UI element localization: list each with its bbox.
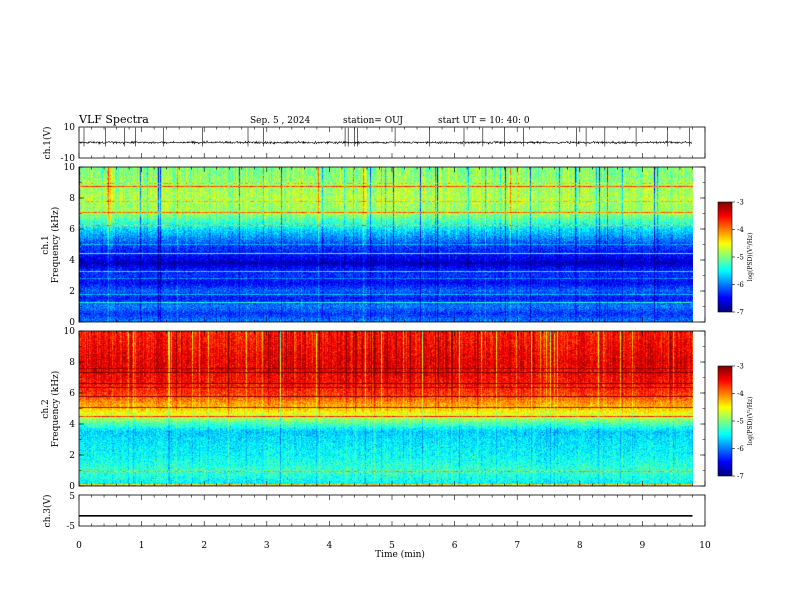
start-time-label: start UT = 10: 40: 0 xyxy=(438,116,530,126)
time-tick-label: 4 xyxy=(327,541,333,551)
frequency-tick-label: 6 xyxy=(69,225,75,235)
ch2-spectrogram-panel: 0 2 4 6 8 10 ch.2 Frequency (kHz) xyxy=(41,327,706,492)
colorbar-tick-label: -3 xyxy=(737,199,744,207)
ch1-colorbar-ticks: -3 -4 -5 -6 -7 xyxy=(732,199,744,317)
station-label: station= OUJ xyxy=(343,116,403,126)
time-tick-label: 10 xyxy=(699,541,711,551)
ch2-colorbar-label: log(PSD)(V²/Hz) xyxy=(747,397,754,446)
colorbar-tick-label: -3 xyxy=(737,363,744,371)
frequency-tick-label: 0 xyxy=(69,482,75,492)
time-tick-label: 2 xyxy=(201,541,207,551)
ch2-colorbar: -3 -4 -5 -6 -7 log(PSD)(V²/Hz) xyxy=(717,363,754,481)
ch3-waveform-frame xyxy=(78,494,706,527)
ch1-colorbar-label: log(PSD)(V²/Hz) xyxy=(747,233,754,282)
colorbar-tick-label: -4 xyxy=(737,226,744,234)
date-label: Sep. 5 , 2024 xyxy=(250,116,310,126)
ch1-spectrogram-channel-label: ch.1 xyxy=(41,235,51,254)
ch2-colorbar-gradient xyxy=(718,366,732,476)
time-axis-tick-labels: 0 1 2 3 4 5 6 7 8 9 10 xyxy=(76,541,711,551)
time-tick-label: 6 xyxy=(452,541,458,551)
colorbar-tick-label: -5 xyxy=(737,418,744,426)
ch1-colorbar-gradient xyxy=(718,202,732,312)
frequency-tick-label: 2 xyxy=(69,287,75,297)
ch1-waveform-panel: 10 -10 ch.1(V) xyxy=(42,123,706,164)
time-tick-label: 3 xyxy=(264,541,270,551)
ch1-spectrogram-image xyxy=(79,167,693,322)
frequency-tick-label: 10 xyxy=(64,163,76,173)
ch1-spectrogram-ticks xyxy=(78,167,706,322)
figure-title: VLF Spectra xyxy=(78,113,149,126)
colorbar-tick-label: -7 xyxy=(737,309,744,317)
ch1-waveform-ylabel: ch.1(V) xyxy=(42,127,53,160)
ch1-ytick-bottom: -10 xyxy=(61,154,76,164)
frequency-tick-label: 4 xyxy=(69,256,75,266)
ch2-spectrogram-ticks xyxy=(78,331,706,486)
ch3-ytick-bottom: -5 xyxy=(66,522,75,532)
frequency-tick-label: 0 xyxy=(69,318,75,328)
ch2-spectrogram-image xyxy=(79,331,693,486)
ch1-waveform-ticks xyxy=(78,127,706,158)
ch1-spectrogram-yticks: 0 2 4 6 8 10 xyxy=(64,163,705,328)
frequency-tick-label: 8 xyxy=(69,194,75,204)
ch1-colorbar: -3 -4 -5 -6 -7 log(PSD)(V²/Hz) xyxy=(717,199,754,317)
colorbar-tick-label: -4 xyxy=(737,390,744,398)
frequency-tick-label: 4 xyxy=(69,420,75,430)
ch3-waveform-ylabel: ch.3(V) xyxy=(42,495,53,528)
frequency-tick-label: 6 xyxy=(69,389,75,399)
ch1-waveform-trace xyxy=(79,127,693,147)
colorbar-tick-label: -6 xyxy=(737,281,744,289)
ch2-spectrogram-yticks: 0 2 4 6 8 10 xyxy=(64,327,705,492)
colorbar-tick-label: -7 xyxy=(737,473,744,481)
frequency-tick-label: 2 xyxy=(69,451,75,461)
ch3-waveform-panel: 5 -5 ch.3(V) xyxy=(42,492,706,532)
ch3-waveform-ticks xyxy=(78,495,706,526)
time-axis-label: Time (min) xyxy=(375,549,425,560)
ch1-spectrogram-ylabel: Frequency (kHz) xyxy=(50,207,61,284)
time-tick-label: 7 xyxy=(514,541,520,551)
ch2-spectrogram-ylabel: Frequency (kHz) xyxy=(50,371,61,448)
frequency-tick-label: 10 xyxy=(64,327,76,337)
time-tick-label: 9 xyxy=(640,541,646,551)
ch2-spectrogram-channel-label: ch.2 xyxy=(41,399,51,418)
ch2-colorbar-ticks: -3 -4 -5 -6 -7 xyxy=(732,363,744,481)
time-tick-label: 0 xyxy=(76,541,82,551)
time-tick-label: 8 xyxy=(577,541,583,551)
ch1-ytick-top: 10 xyxy=(64,123,76,133)
ch1-spectrogram-panel: 0 2 4 6 8 10 ch.1 Frequency (kHz) xyxy=(41,163,706,328)
frequency-tick-label: 8 xyxy=(69,358,75,368)
time-tick-label: 5 xyxy=(389,541,395,551)
colorbar-tick-label: -6 xyxy=(737,445,744,453)
colorbar-tick-label: -5 xyxy=(737,254,744,262)
ch3-ytick-top: 5 xyxy=(69,492,75,502)
time-tick-label: 1 xyxy=(139,541,145,551)
